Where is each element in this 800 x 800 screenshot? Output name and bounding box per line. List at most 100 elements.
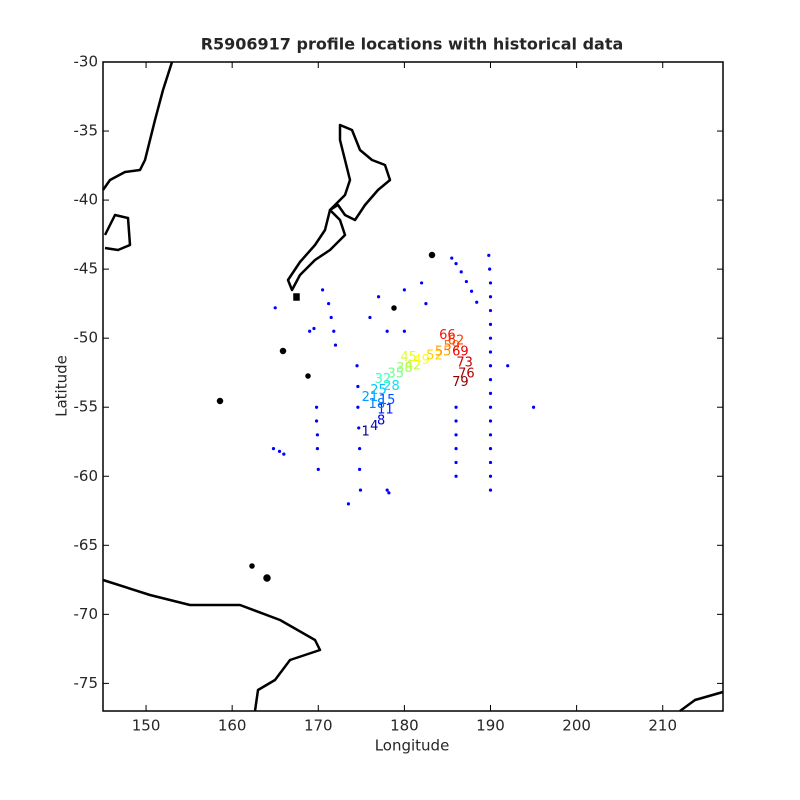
y-tick-label: -70 <box>74 605 99 623</box>
historical-point <box>385 488 389 492</box>
historical-point <box>312 326 316 331</box>
profile-label: 55 <box>435 344 452 359</box>
historical-point <box>454 447 458 451</box>
profile-label: 21 <box>362 390 379 405</box>
x-tick-label: 170 <box>304 717 333 735</box>
y-tick-label: -65 <box>74 536 99 554</box>
historical-point <box>356 405 360 409</box>
historical-point <box>387 491 391 495</box>
profile-label: 35 <box>388 367 405 382</box>
historical-point <box>488 322 493 326</box>
historical-point <box>327 302 331 306</box>
historical-point <box>358 467 362 471</box>
historical-point <box>273 306 277 310</box>
historical-point <box>488 460 493 465</box>
historical-point <box>488 377 493 382</box>
y-tick-label: -50 <box>74 329 99 347</box>
y-tick-label: -55 <box>74 398 99 416</box>
profile-label: 28 <box>383 379 400 394</box>
historical-point <box>488 391 493 396</box>
x-tick-label: 190 <box>476 717 505 735</box>
historical-point <box>488 336 493 340</box>
historical-point <box>488 474 493 478</box>
historical-point <box>487 253 491 257</box>
historical-point <box>314 419 319 423</box>
historical-point <box>320 288 325 292</box>
historical-point <box>488 433 493 437</box>
chart-title: R5906917 profile locations with historic… <box>201 35 624 54</box>
historical-point <box>454 433 458 437</box>
historical-point <box>506 364 510 368</box>
x-tick-label: 160 <box>218 717 247 735</box>
historical-point <box>402 329 406 333</box>
profile-label: 4 <box>370 419 378 434</box>
profile-label: 15 <box>379 393 396 408</box>
historical-point <box>488 267 492 271</box>
historical-point <box>308 329 312 333</box>
historical-point <box>358 488 363 492</box>
historical-point <box>333 343 338 347</box>
historical-point <box>488 488 493 492</box>
historical-point <box>402 288 406 292</box>
historical-point <box>475 300 479 304</box>
axes-box <box>102 61 724 712</box>
profile-label: 18 <box>369 397 386 412</box>
historical-point <box>488 295 493 299</box>
historical-point <box>316 467 320 471</box>
historical-point <box>454 405 458 409</box>
historical-point <box>314 405 319 409</box>
profile-label: 76 <box>458 367 475 382</box>
historical-point <box>488 419 493 423</box>
profile-label: 11 <box>377 402 394 417</box>
historical-point <box>355 364 359 368</box>
profile-label: 32 <box>375 372 392 387</box>
x-tick-label: 150 <box>132 717 161 735</box>
historical-point <box>357 426 361 430</box>
x-tick-label: 210 <box>648 717 677 735</box>
historical-point <box>420 281 424 285</box>
historical-point <box>488 350 493 354</box>
historical-point <box>488 364 493 368</box>
y-axis-label: Latitude <box>53 355 71 417</box>
historical-point <box>329 315 333 320</box>
profile-label: 8 <box>377 414 385 429</box>
profile-label: 38 <box>396 361 413 376</box>
historical-point <box>488 281 493 285</box>
historical-point <box>464 279 468 284</box>
historical-point <box>271 447 276 451</box>
profile-label: 66 <box>439 328 456 343</box>
historical-point <box>358 447 362 451</box>
historical-point <box>454 460 458 465</box>
profile-label: 59 <box>443 339 460 354</box>
profile-label: 79 <box>452 375 469 390</box>
historical-point <box>454 419 458 423</box>
historical-point <box>282 452 286 456</box>
coastlines <box>101 61 724 713</box>
historical-point <box>488 308 493 313</box>
x-axis-label: Longitude <box>375 737 450 755</box>
y-tick-label: -30 <box>74 53 99 71</box>
historical-point <box>277 449 282 453</box>
x-tick-label: 180 <box>390 717 419 735</box>
historical-point <box>368 315 372 320</box>
y-tick-label: -60 <box>74 467 99 485</box>
y-tick-label: -40 <box>74 191 99 209</box>
historical-point <box>424 302 428 306</box>
historical-point <box>450 256 454 260</box>
historical-point <box>376 295 381 299</box>
historical-point <box>531 405 536 409</box>
profile-label: 73 <box>456 356 473 371</box>
historical-point <box>469 289 474 293</box>
historical-point <box>488 447 493 451</box>
x-tick-label: 200 <box>562 717 591 735</box>
historical-point <box>332 329 336 333</box>
historical-point <box>356 384 360 389</box>
profile-label: 69 <box>452 344 469 359</box>
historical-point <box>488 405 493 409</box>
profile-label: 45 <box>400 350 417 365</box>
profile-label: 42 <box>405 358 422 373</box>
y-tick-label: -35 <box>74 122 99 140</box>
profile-label: 1 <box>361 425 369 440</box>
